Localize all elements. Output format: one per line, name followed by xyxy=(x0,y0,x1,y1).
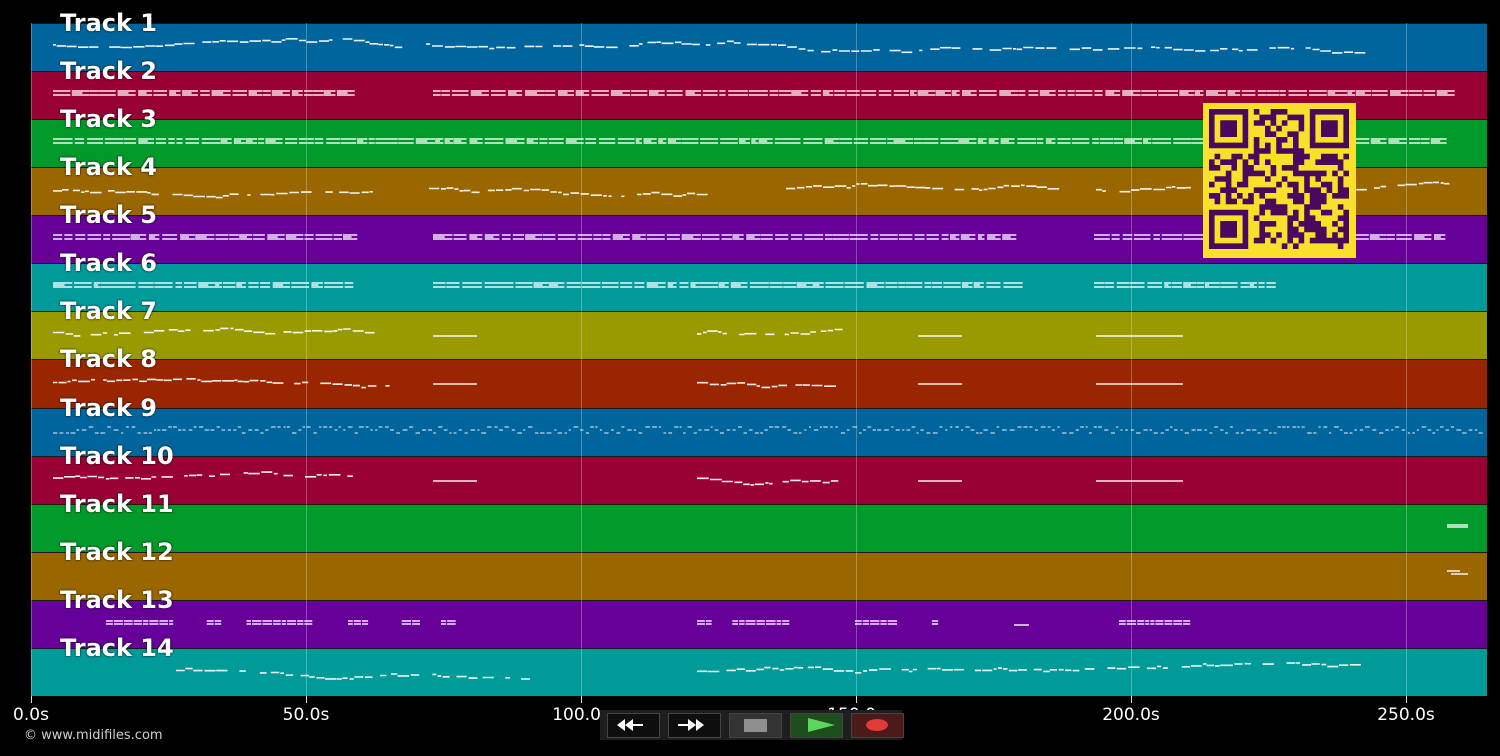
axis-tick xyxy=(1406,696,1407,703)
play-button[interactable] xyxy=(790,713,843,738)
track-lane[interactable] xyxy=(31,263,1487,311)
note-events xyxy=(106,620,1191,626)
track-lane[interactable] xyxy=(31,408,1487,456)
transport-controls xyxy=(600,710,904,740)
note-roll xyxy=(53,471,1183,486)
track-lane[interactable] xyxy=(31,600,1487,648)
axis-tick xyxy=(306,696,307,703)
track-lane[interactable] xyxy=(31,504,1487,552)
note-events xyxy=(53,90,1455,96)
grid-line xyxy=(856,23,857,696)
note-events xyxy=(1447,524,1468,528)
note-roll xyxy=(1447,524,1468,528)
note-roll xyxy=(1447,570,1468,575)
axis-tick-label: 200.0s xyxy=(1102,705,1160,725)
qr-modules xyxy=(1209,109,1349,249)
note-roll xyxy=(106,620,1191,626)
note-events xyxy=(53,471,1183,486)
record-icon xyxy=(866,719,888,731)
grid-line xyxy=(581,23,582,696)
axis-tick xyxy=(1131,696,1132,703)
play-icon xyxy=(808,718,835,732)
axis-tick xyxy=(31,696,32,703)
track-lane[interactable] xyxy=(31,311,1487,359)
note-roll xyxy=(53,378,1183,389)
track-label: Track 11 xyxy=(60,490,174,518)
grid-line xyxy=(1131,23,1132,696)
copyright-text: © www.midifiles.com xyxy=(24,728,163,743)
track-label: Track 10 xyxy=(60,442,174,470)
axis-tick-label: 100.0s xyxy=(552,705,610,725)
axis-tick xyxy=(581,696,582,703)
track-lane[interactable] xyxy=(31,648,1487,696)
note-roll xyxy=(53,90,1455,96)
axis-tick xyxy=(856,696,857,703)
grid-line xyxy=(31,23,32,696)
track-label: Track 12 xyxy=(60,538,174,566)
rewind-icon xyxy=(617,719,643,731)
track-label: Track 2 xyxy=(60,57,158,85)
track-label: Track 3 xyxy=(60,105,158,133)
stop-icon xyxy=(744,719,767,732)
stop-button[interactable] xyxy=(729,713,782,738)
note-roll xyxy=(176,662,1361,680)
grid-line xyxy=(306,23,307,696)
track-label: Track 1 xyxy=(60,9,158,37)
track-label: Track 5 xyxy=(60,201,158,229)
track-label: Track 9 xyxy=(60,394,158,422)
track-lane[interactable] xyxy=(31,23,1487,71)
record-button[interactable] xyxy=(851,713,904,738)
axis-tick-label: 250.0s xyxy=(1377,705,1435,725)
track-label: Track 8 xyxy=(60,345,158,373)
qr-code xyxy=(1203,103,1356,258)
track-label: Track 14 xyxy=(60,634,174,662)
note-events xyxy=(53,426,1483,434)
grid-line xyxy=(1406,23,1407,696)
track-label: Track 6 xyxy=(60,249,158,277)
axis-tick-label: 50.0s xyxy=(282,705,330,725)
axis-tick-label: 0.0s xyxy=(13,705,49,725)
rewind-button[interactable] xyxy=(607,713,660,738)
note-events xyxy=(53,282,1276,288)
track-lane[interactable] xyxy=(31,359,1487,408)
fast-forward-button[interactable] xyxy=(668,713,721,738)
note-roll xyxy=(53,282,1276,288)
note-roll xyxy=(53,38,1366,54)
track-label: Track 13 xyxy=(60,586,174,614)
note-events xyxy=(53,327,1183,337)
note-roll xyxy=(53,426,1483,434)
track-label: Track 4 xyxy=(60,153,158,181)
note-events xyxy=(1447,570,1468,575)
qr-code-image xyxy=(1203,103,1356,258)
track-lane[interactable] xyxy=(31,552,1487,600)
track-lane[interactable] xyxy=(31,456,1487,504)
note-events xyxy=(176,662,1361,680)
note-events xyxy=(53,38,1366,54)
fast-forward-icon xyxy=(678,719,704,731)
note-events xyxy=(53,378,1183,389)
note-roll xyxy=(53,327,1183,337)
track-label: Track 7 xyxy=(60,297,158,325)
